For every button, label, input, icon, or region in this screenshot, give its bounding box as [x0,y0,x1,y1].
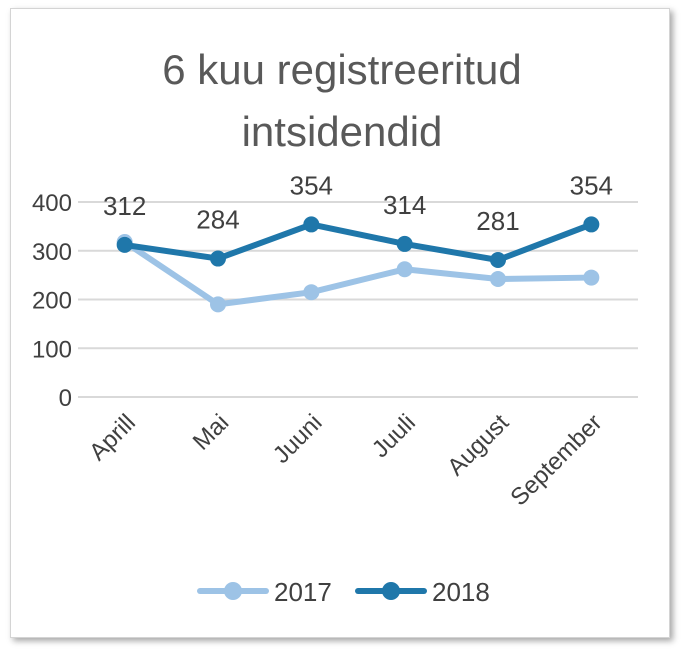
x-tick-label: Aprill [84,409,141,466]
data-point [303,216,320,233]
data-label: 354 [570,170,613,200]
y-tick-label: 300 [32,239,72,266]
data-point [303,284,320,301]
y-tick-label: 0 [59,385,72,412]
legend-label-2018: 2018 [432,577,490,607]
series-line-2018 [121,221,595,264]
data-point [116,236,133,253]
x-tick-label: September [505,409,607,511]
legend-marker [382,582,400,600]
x-tick-label: Juuni [268,409,328,469]
data-point [583,269,600,286]
chart-frame [10,8,670,638]
legend-label-2017: 2017 [274,577,332,607]
data-point [396,235,413,252]
data-point [396,261,413,278]
series-line-2017 [121,238,595,308]
chart-title-line-1: 6 kuu registreeritud [162,46,522,93]
data-label: 354 [290,170,333,200]
data-point [490,252,506,269]
x-tick-label: Juuli [367,409,421,463]
data-label: 312 [103,191,146,221]
data-point [210,250,226,267]
data-point [583,216,600,233]
y-tick-label: 400 [32,190,72,217]
x-tick-label: Mai [188,409,234,455]
y-tick-label: 200 [32,288,72,315]
data-label: 314 [383,190,426,220]
data-label: 284 [196,205,239,235]
legend-marker [224,582,242,600]
chart-title-line-2: intsidendid [242,108,443,155]
x-tick-label: August [442,409,514,481]
y-tick-label: 100 [32,336,72,363]
data-point [490,271,506,288]
data-point [210,296,226,313]
data-label: 281 [476,206,519,236]
